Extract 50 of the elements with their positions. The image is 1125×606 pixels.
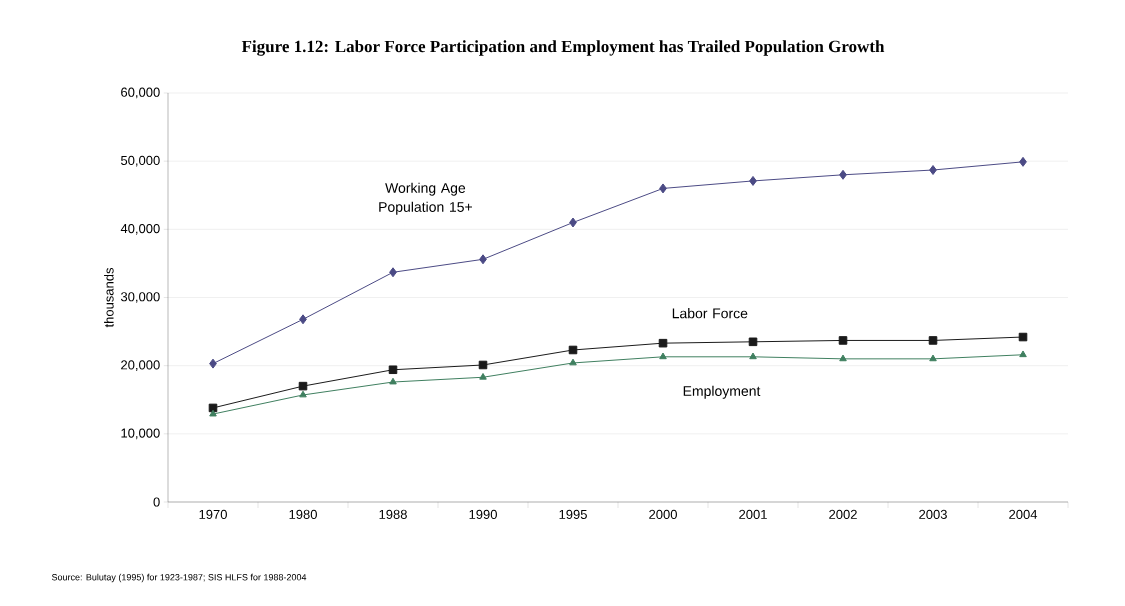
point: [929, 165, 937, 176]
point: [749, 352, 757, 360]
point: [659, 352, 667, 360]
point: [1019, 350, 1027, 358]
point: [659, 183, 667, 194]
point: [298, 381, 308, 391]
x-tick-label: 2002: [829, 509, 857, 519]
y-tick-label: 20,000: [121, 360, 160, 372]
point: [749, 175, 757, 186]
x-tick-label: 1970: [199, 509, 227, 519]
chart-title: Figure 1.12: Labor Force Participation and Employment has Trailed Population Growth: [241, 40, 885, 56]
x-tick-label: 2000: [649, 509, 677, 519]
point: [479, 372, 487, 380]
point: [929, 354, 937, 362]
point: [388, 365, 398, 375]
series-label: Employment: [683, 385, 761, 399]
point: [209, 358, 217, 369]
point: [839, 354, 847, 362]
x-tick-label: 1988: [379, 509, 407, 519]
y-tick-label: 40,000: [120, 223, 160, 235]
y-tick-label: 30,000: [120, 292, 160, 303]
point: [389, 377, 397, 385]
point: [569, 217, 577, 228]
y-tick-label: 0: [153, 497, 160, 507]
point: [299, 314, 307, 325]
x-tick-label: 1990: [469, 509, 497, 519]
point: [479, 254, 487, 265]
source-note: Source: Bulutay (1995) for 1923-1987; SIS HLFS for 1988-2004: [51, 573, 307, 583]
x-tick-label: 2001: [739, 509, 767, 519]
point: [208, 403, 218, 413]
point: [658, 338, 668, 348]
y-tick-label: 60,000: [121, 87, 160, 99]
y-tick-label: 50,000: [120, 155, 160, 167]
text: Working Age Population 15+: [379, 182, 472, 215]
y-axis-title: thousands: [104, 267, 114, 328]
point: [389, 267, 397, 278]
x-tick-label: 1995: [559, 509, 587, 519]
y-tick-label: 10,000: [121, 428, 160, 440]
series-label: Labor Force: [672, 308, 748, 319]
point: [299, 390, 307, 398]
point: [928, 336, 938, 345]
point: [209, 409, 217, 417]
point: [748, 337, 758, 347]
point: [839, 169, 847, 180]
x-tick-label: 2003: [919, 509, 947, 519]
point: [1019, 156, 1027, 167]
x-tick-label: 1980: [289, 509, 317, 519]
x-tick-label: 2004: [1009, 509, 1038, 519]
point: [569, 358, 577, 366]
point: [838, 336, 848, 345]
